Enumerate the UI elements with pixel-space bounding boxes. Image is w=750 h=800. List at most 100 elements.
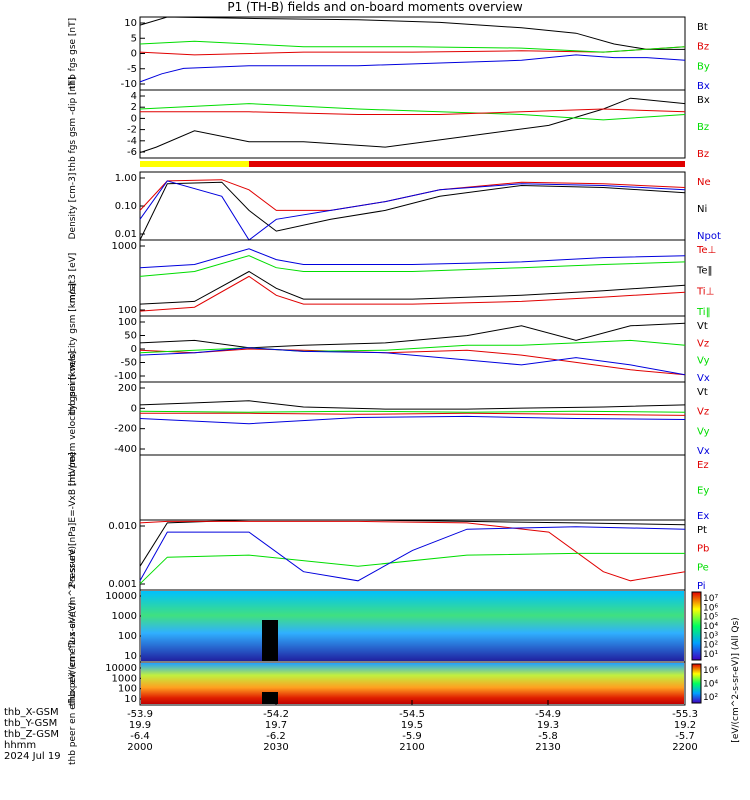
colorbar-label: [eV/(cm^2-s-sr-eV)] (All Qs) — [731, 617, 741, 742]
panel-0: thb fgs gse [nT] 10 5 0 -5 -10 Bt Bz By Bx — [68, 16, 710, 92]
axis-value: -5.8 — [538, 731, 558, 742]
ytick-label: -6 — [127, 147, 137, 158]
legend-entry: Bz — [697, 122, 709, 133]
legend-entry: Te⊥ — [696, 245, 716, 256]
colorbar-tick: 10⁶ — [703, 603, 718, 613]
axis-value: -5.9 — [402, 731, 422, 742]
axis-value: -6.2 — [266, 731, 286, 742]
ytick-label: -2 — [127, 125, 137, 136]
panel-ylabel: thb peer en eflux eV/(cm^2-s-sr-eV) — [68, 602, 78, 765]
date-label: 2024 Jul 19 — [4, 751, 61, 762]
panel-ylabel: Pressure [nPa] — [68, 523, 78, 588]
legend-entry: Bx — [697, 95, 710, 106]
ytick-label: 0 — [131, 403, 137, 414]
legend-entry: Bt — [697, 22, 708, 33]
legend-entry: Te‖ — [696, 266, 713, 277]
ytick-label: 0 — [131, 344, 137, 355]
panel-2: Density [cm-3] 1.00 0.10 0.01 Ne Ni Npot — [68, 171, 721, 242]
series-Pe — [139, 552, 685, 585]
series-Vz — [140, 412, 686, 416]
ytick-label: 10 — [124, 694, 137, 705]
colorbar-tick: 10² — [703, 641, 718, 651]
series-Vy — [139, 410, 686, 413]
panel-ylabel: moat3 [eV] — [68, 253, 78, 304]
legend-entry: Bz — [697, 149, 709, 160]
legend-entry: Pi — [697, 581, 706, 592]
ytick-label: -5 — [127, 64, 137, 75]
colorbar-tick: 10⁶ — [703, 666, 718, 676]
panel-frame — [139, 89, 686, 159]
series-Te⊥ — [139, 275, 686, 312]
panel-frame — [139, 519, 686, 591]
axis-value: -6.4 — [130, 731, 150, 742]
series-Vt — [139, 400, 686, 410]
ytick-label: 4 — [131, 91, 137, 102]
axis-value: 19.3 — [537, 720, 559, 731]
legend-entry: By — [697, 61, 710, 72]
legend-entry: Bz — [697, 42, 709, 53]
axis-value: -53.9 — [127, 709, 153, 720]
colorbar — [691, 591, 702, 661]
axis-value: 19.7 — [265, 720, 287, 731]
ytick-label: 100 — [118, 684, 137, 695]
data-gap — [262, 620, 278, 661]
series-Ti‖ — [139, 255, 686, 277]
axis-value: -54.2 — [263, 709, 289, 720]
panel-7: Pressure [nPa] 0.010 0.001 Pt Pb Pe Pi — [68, 519, 709, 592]
colorbar-tick: 10⁴ — [703, 622, 718, 632]
colorbar — [691, 663, 702, 704]
ytick-label: 100 — [118, 631, 137, 642]
legend-entry: Pt — [697, 525, 707, 536]
mode-bar — [249, 161, 685, 167]
series-Npot — [139, 180, 686, 241]
orbit-label-x: thb_X-GSM — [4, 707, 59, 718]
ytick-label: 10 — [124, 651, 137, 662]
ytick-label: 100 — [118, 317, 137, 328]
series-Ne — [139, 179, 686, 211]
ytick-label: 10000 — [105, 663, 137, 674]
panel-5: thb peem velocity gsm [km/s] 200 0 -200 -400… — [68, 351, 710, 486]
series-Bx — [139, 97, 686, 154]
colorbar-tick: 10³ — [703, 631, 718, 641]
legend-entry: Vx — [697, 373, 710, 384]
axis-value: -54.5 — [399, 709, 425, 720]
legend-entry: Pb — [697, 544, 709, 555]
series-Pb — [139, 520, 686, 582]
ytick-label: -50 — [121, 358, 137, 369]
axis-value: -55.3 — [672, 709, 698, 720]
ytick-label: 50 — [124, 331, 137, 342]
panel-9: thb peer en eflux eV/(cm^2-s-sr-eV) 10000… — [68, 602, 718, 765]
panel-frame — [139, 16, 686, 91]
ytick-label: 0.01 — [115, 229, 137, 240]
series-Bz — [140, 108, 686, 115]
data-gap — [262, 692, 278, 704]
ytick-label: -10 — [121, 79, 137, 90]
mode-bar — [140, 161, 249, 167]
spectrogram — [141, 591, 684, 661]
ytick-label: 1000 — [112, 611, 137, 622]
colorbar-tick: 10¹ — [703, 650, 718, 660]
ytick-label: 10 — [124, 18, 137, 29]
series-Vz — [139, 348, 686, 376]
legend-entry: Npot — [697, 231, 721, 242]
orbit-label-y: thb_Y-GSM — [4, 718, 58, 729]
series-Bz — [139, 103, 686, 121]
axis-value: 2100 — [399, 742, 424, 753]
legend-entry: Ti⊥ — [696, 286, 714, 297]
ytick-label: 200 — [118, 383, 137, 394]
ytick-label: 2 — [131, 102, 137, 113]
panel-8: thb peir en eflux eV/(cm^2-s-sr-eV) 10000… — [68, 546, 718, 706]
series-Bt — [139, 16, 685, 50]
panel-1: thb fgs gsm -dip [nT] 420-2-4-6 Bx Bz Bz — [68, 77, 710, 172]
orbit-label-z: thb_Z-GSM — [4, 729, 59, 740]
legend-entry: Vz — [697, 338, 709, 349]
series-Ni — [139, 181, 686, 241]
ytick-label: 0.10 — [115, 201, 137, 212]
legend-entry: Vt — [697, 387, 708, 398]
ytick-label: 1.00 — [115, 173, 137, 184]
series-Bz — [139, 46, 686, 56]
series-Vt — [139, 322, 686, 349]
panel-6: E=-VxB [mV/m] Ez Ey Ex — [68, 452, 709, 522]
series-Te‖ — [139, 270, 686, 305]
